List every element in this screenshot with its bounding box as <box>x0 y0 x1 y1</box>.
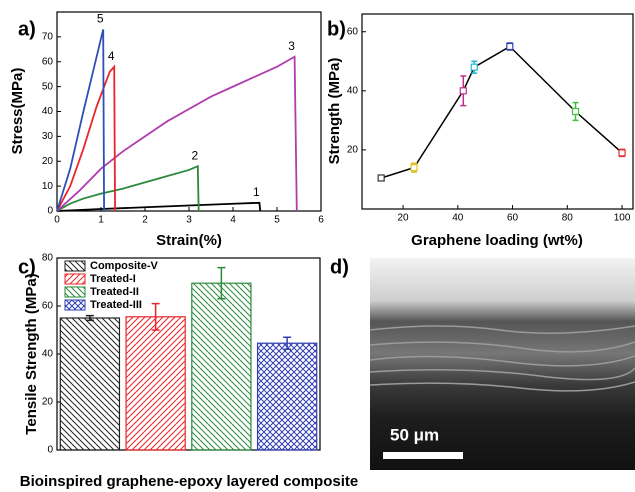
legend-label: Treated-III <box>90 299 142 311</box>
x-tick-label: 80 <box>562 213 574 224</box>
y-tick-label: 20 <box>347 145 359 156</box>
legend-label: Treated-II <box>90 286 139 298</box>
y-tick-label: 60 <box>42 56 54 67</box>
y-tick-label: 0 <box>47 206 53 217</box>
x-axis-label: Bioinspired graphene-epoxy layered compo… <box>20 473 358 490</box>
y-tick-label: 80 <box>42 253 54 264</box>
data-point <box>460 88 466 94</box>
axes-frame <box>362 14 633 209</box>
curve-label: 1 <box>253 185 260 199</box>
legend-label: Treated-I <box>90 273 136 285</box>
bar <box>258 343 317 450</box>
data-point <box>573 109 579 115</box>
y-axis-label: Strength (MPa) <box>326 58 343 165</box>
y-tick-label: 10 <box>42 181 54 192</box>
x-tick-label: 60 <box>507 213 519 224</box>
bar <box>60 318 119 450</box>
data-point <box>411 165 417 171</box>
data-point <box>471 64 477 70</box>
x-tick-label: 100 <box>614 213 631 224</box>
y-tick-label: 0 <box>47 445 53 456</box>
curve-label: 4 <box>108 49 115 63</box>
curve <box>57 67 115 211</box>
bar <box>192 283 251 450</box>
y-tick-label: 40 <box>42 106 54 117</box>
x-tick-label: 5 <box>274 215 280 226</box>
x-tick-label: 20 <box>397 213 409 224</box>
legend-swatch <box>65 300 85 310</box>
y-axis-label: Stress(MPa) <box>9 68 26 155</box>
y-tick-label: 30 <box>42 131 54 142</box>
curve <box>57 166 199 211</box>
x-tick-label: 0 <box>54 215 60 226</box>
x-tick-label: 2 <box>142 215 148 226</box>
panel-label: b) <box>327 18 346 40</box>
trend-line <box>381 47 622 178</box>
sem-image: 50 μm d) <box>330 256 635 470</box>
y-tick-label: 20 <box>42 397 54 408</box>
x-axis-label: Graphene loading (wt%) <box>411 232 583 249</box>
curve-label: 2 <box>191 148 198 162</box>
x-tick-label: 4 <box>230 215 236 226</box>
x-tick-label: 3 <box>186 215 192 226</box>
scale-bar <box>383 452 463 459</box>
x-tick-label: 6 <box>318 215 324 226</box>
legend-swatch <box>65 287 85 297</box>
curve-label: 3 <box>288 39 295 53</box>
panel-label: d) <box>330 256 349 278</box>
x-tick-label: 40 <box>452 213 464 224</box>
data-point <box>378 175 384 181</box>
y-axis-label: Tensile Strength (MPa) <box>23 273 40 434</box>
data-point <box>619 150 625 156</box>
panel-label: a) <box>18 18 36 40</box>
y-tick-label: 40 <box>42 349 54 360</box>
x-tick-label: 1 <box>98 215 104 226</box>
y-tick-label: 40 <box>347 85 359 96</box>
y-tick-label: 60 <box>42 301 54 312</box>
curve <box>57 29 104 211</box>
y-tick-label: 60 <box>347 26 359 37</box>
legend-label: Composite-V <box>90 260 159 272</box>
figure: 50 μm d) a)Strain(%)Stress(MPa)010203040… <box>0 0 635 492</box>
curve <box>57 203 260 211</box>
curve <box>57 57 297 211</box>
x-axis-label: Strain(%) <box>156 232 222 249</box>
y-tick-label: 50 <box>42 81 54 92</box>
bar <box>126 317 185 450</box>
legend-swatch <box>65 261 85 271</box>
y-tick-label: 20 <box>42 156 54 167</box>
data-point <box>507 44 513 50</box>
y-tick-label: 70 <box>42 32 54 43</box>
scale-bar-label: 50 μm <box>390 425 439 444</box>
legend-swatch <box>65 274 85 284</box>
axes-frame <box>57 12 321 211</box>
curve-label: 5 <box>97 12 104 26</box>
